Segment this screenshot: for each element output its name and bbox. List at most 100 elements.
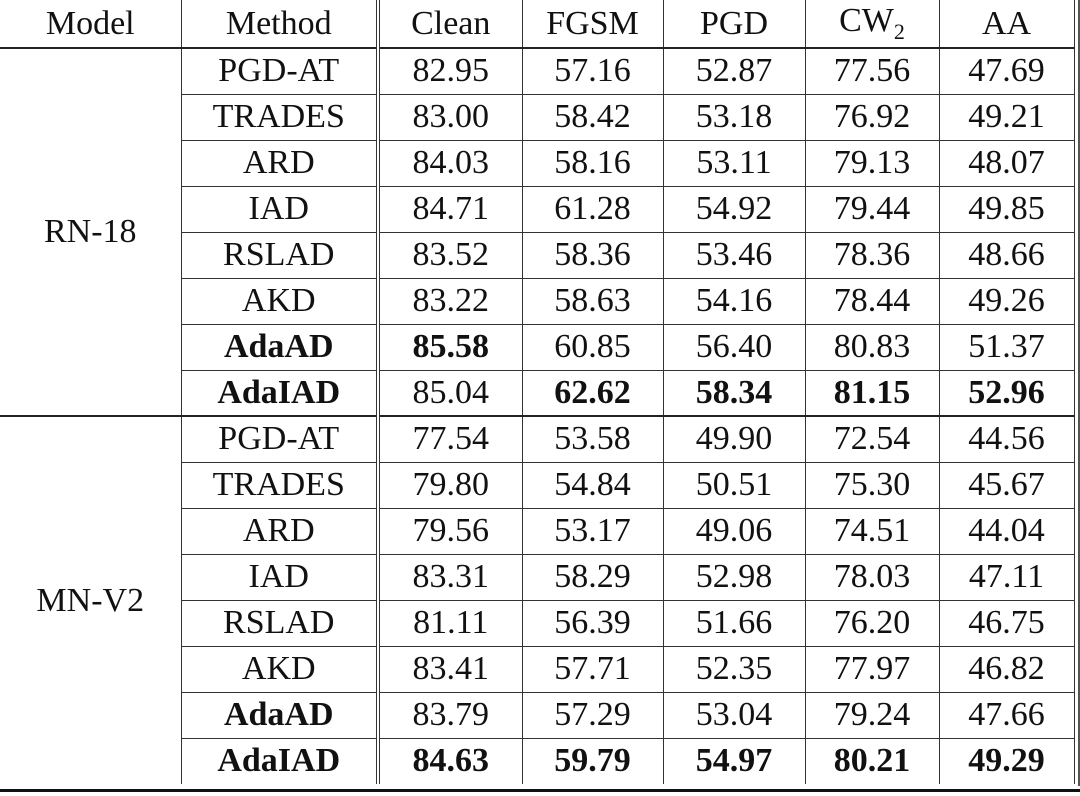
clean-cell: 82.95 [378,47,523,94]
table-row: RSLAD 81.11 56.39 51.66 76.20 46.75 [0,599,1075,646]
method-cell: ARD [181,139,380,186]
cw2-cell: 79.44 [805,185,940,232]
table-row: AKD 83.41 57.71 52.35 77.97 46.82 [0,645,1075,692]
fgsm-cell: 56.39 [522,599,664,646]
table-body: RN-18 PGD-AT 82.95 57.16 52.87 77.56 47.69 TRAD… [0,47,1075,784]
cw2-cell: 76.92 [805,93,940,140]
pgd-cell: 52.98 [663,553,806,600]
pgd-cell: 53.18 [663,93,806,140]
aa-cell: 47.66 [939,691,1075,738]
table-row: AdaIAD 84.63 59.79 54.97 80.21 49.29 [0,737,1075,784]
table-row: AdaAD 83.79 57.29 53.04 79.24 47.66 [0,691,1075,738]
aa-cell: 49.21 [939,93,1075,140]
aa-cell: 45.67 [939,461,1075,508]
pgd-cell: 49.06 [663,507,806,554]
method-cell: AKD [181,645,380,692]
fgsm-cell: 58.29 [522,553,664,600]
pgd-cell: 52.35 [663,645,806,692]
cw2-cell: 78.36 [805,231,940,278]
table-row: TRADES 83.00 58.42 53.18 76.92 49.21 [0,93,1075,140]
method-cell: TRADES [181,461,380,508]
table-row: AKD 83.22 58.63 54.16 78.44 49.26 [0,277,1075,324]
table-row: RN-18 PGD-AT 82.95 57.16 52.87 77.56 47.69 [0,47,1075,416]
header-clean: Clean [378,0,523,48]
header-fgsm: FGSM [522,0,664,48]
aa-cell: 52.96 [939,369,1075,416]
method-cell: IAD [181,185,380,232]
fgsm-cell: 53.17 [522,507,664,554]
clean-cell: 84.71 [378,185,523,232]
aa-cell: 44.04 [939,507,1075,554]
header-cw-base: CW [839,2,894,40]
cw2-cell: 76.20 [805,599,940,646]
cw2-cell: 80.83 [805,323,940,370]
clean-cell: 84.03 [378,139,523,186]
fgsm-cell: 62.62 [522,369,664,416]
cw2-cell: 79.24 [805,691,940,738]
fgsm-cell: 60.85 [522,323,664,370]
right-edge-rule [1078,0,1080,786]
pgd-cell: 56.40 [663,323,806,370]
cw2-cell: 78.03 [805,553,940,600]
method-cell: IAD [181,553,380,600]
table-row: TRADES 79.80 54.84 50.51 75.30 45.67 [0,461,1075,508]
model-cell: RN-18 [0,47,182,416]
method-cell: PGD-AT [181,415,380,462]
pgd-cell: 54.16 [663,277,806,324]
method-cell: AdaIAD [181,737,380,784]
table-row: RSLAD 83.52 58.36 53.46 78.36 48.66 [0,231,1075,278]
method-cell: ARD [181,507,380,554]
method-cell: AdaAD [181,691,380,738]
method-cell: PGD-AT [181,47,380,94]
header-model: Model [0,0,182,48]
clean-cell: 83.22 [378,277,523,324]
model-cell: MN-V2 [0,415,182,784]
cw2-cell: 75.30 [805,461,940,508]
method-cell: AdaAD [181,323,380,370]
pgd-cell: 54.97 [663,737,806,784]
header-cw2: CW2 [805,0,940,48]
bottom-rule [0,789,1080,792]
header-pgd: PGD [663,0,806,48]
method-cell: AdaIAD [181,369,380,416]
header-method: Method [181,0,380,48]
fgsm-cell: 54.84 [522,461,664,508]
pgd-cell: 54.92 [663,185,806,232]
aa-cell: 51.37 [939,323,1075,370]
pgd-cell: 52.87 [663,47,806,94]
method-cell: RSLAD [181,599,380,646]
pgd-cell: 49.90 [663,415,806,462]
table-row: ARD 84.03 58.16 53.11 79.13 48.07 [0,139,1075,186]
pgd-cell: 53.11 [663,139,806,186]
cw2-cell: 77.56 [805,47,940,94]
aa-cell: 49.85 [939,185,1075,232]
pgd-cell: 53.04 [663,691,806,738]
fgsm-cell: 57.29 [522,691,664,738]
fgsm-cell: 61.28 [522,185,664,232]
aa-cell: 48.66 [939,231,1075,278]
fgsm-cell: 59.79 [522,737,664,784]
cw2-cell: 81.15 [805,369,940,416]
cw2-cell: 72.54 [805,415,940,462]
cw2-cell: 74.51 [805,507,940,554]
fgsm-cell: 58.36 [522,231,664,278]
pgd-cell: 50.51 [663,461,806,508]
pgd-cell: 58.34 [663,369,806,416]
clean-cell: 83.00 [378,93,523,140]
header-row: Model Method Clean FGSM PGD CW2 AA [0,0,1075,48]
table-row: IAD 84.71 61.28 54.92 79.44 49.85 [0,185,1075,232]
header-cw-subscript: 2 [893,18,905,44]
clean-cell: 83.52 [378,231,523,278]
cw2-cell: 78.44 [805,277,940,324]
cw2-cell: 77.97 [805,645,940,692]
aa-cell: 47.11 [939,553,1075,600]
fgsm-cell: 53.58 [522,415,664,462]
fgsm-cell: 58.42 [522,93,664,140]
clean-cell: 81.11 [378,599,523,646]
aa-cell: 44.56 [939,415,1075,462]
clean-cell: 85.04 [378,369,523,416]
pgd-cell: 51.66 [663,599,806,646]
table-row: AdaIAD 85.04 62.62 58.34 81.15 52.96 [0,369,1075,416]
fgsm-cell: 57.71 [522,645,664,692]
